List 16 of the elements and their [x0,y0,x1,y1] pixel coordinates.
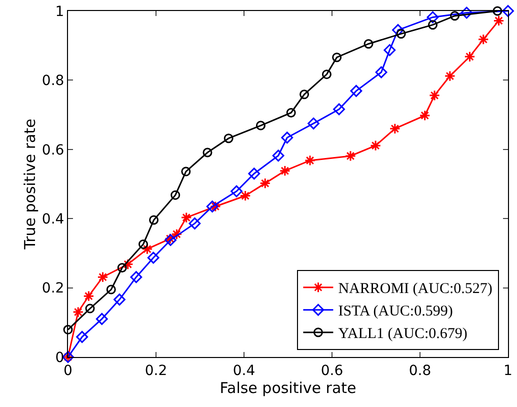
x-axis-title: False positive rate [220,378,356,397]
x-tick-label: 0.6 [320,362,344,379]
legend-label: YALL1 (AUC:0.679) [338,326,468,342]
y-tick-label: 1 [55,4,64,20]
y-axis-title: True positive rate [21,118,40,250]
x-tick-label: 1 [504,362,512,379]
y-tick-label: 0 [55,350,64,366]
x-tick-label: 0.2 [144,362,168,379]
y-tick-label: 0.4 [42,212,64,228]
x-tick-label: 0.4 [232,362,256,379]
y-tick-label: 0.8 [42,73,64,90]
x-tick-label: 0.8 [408,362,432,379]
y-tick-label: 0.6 [42,142,64,158]
y-tick-label: 0.2 [42,280,64,297]
legend-label: ISTA (AUC:0.599) [338,304,453,320]
legend-label: NARROMI (AUC:0.527) [338,281,492,298]
